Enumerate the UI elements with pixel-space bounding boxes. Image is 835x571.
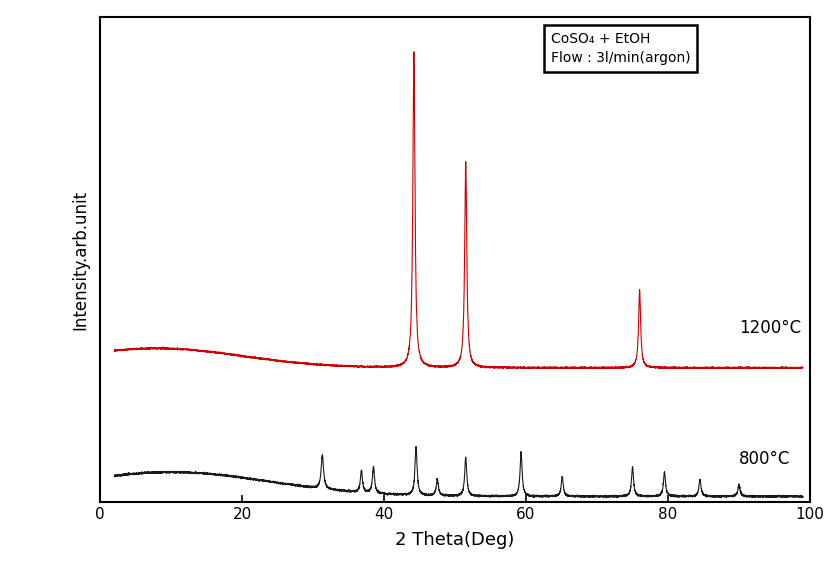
Text: 800°C: 800°C bbox=[739, 450, 791, 468]
X-axis label: 2 Theta(Deg): 2 Theta(Deg) bbox=[396, 530, 514, 549]
Text: 1200°C: 1200°C bbox=[739, 319, 801, 337]
Y-axis label: Intensity.arb.unit: Intensity.arb.unit bbox=[71, 190, 89, 330]
Text: CoSO₄ + EtOH
Flow : 3l/min(argon): CoSO₄ + EtOH Flow : 3l/min(argon) bbox=[551, 31, 691, 65]
